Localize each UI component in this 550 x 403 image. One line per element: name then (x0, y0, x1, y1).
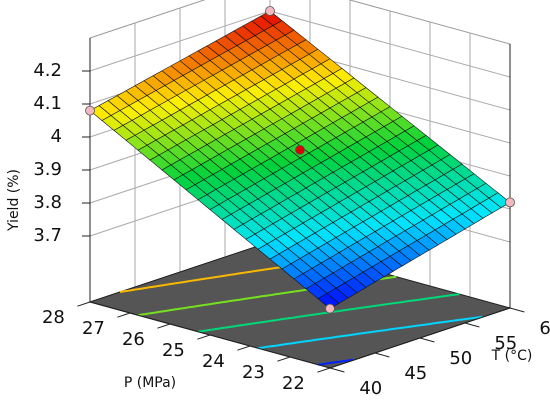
contour-line (257, 315, 483, 350)
contour-line (317, 358, 354, 366)
y-tick-label: 50 (449, 348, 472, 369)
y-tick-label: 40 (359, 378, 382, 399)
x-tick-label: 24 (202, 351, 225, 372)
x-axis-title: P (MPa) (124, 375, 176, 391)
tick-mark (509, 307, 525, 313)
design-point (325, 303, 335, 314)
z-axis-title: Yield (%) (6, 169, 22, 232)
tick-mark (77, 301, 91, 307)
tick-mark (317, 367, 331, 373)
tick-mark (157, 323, 171, 329)
x-tick-label: 28 (42, 307, 65, 328)
z-tick-label: 4.2 (33, 60, 62, 81)
tick-mark (464, 322, 480, 328)
design-point (85, 105, 95, 116)
tick-mark (419, 337, 435, 343)
x-tick-label: 22 (282, 373, 305, 394)
tick-mark (277, 356, 291, 362)
y-axis-title: T (°C) (491, 348, 533, 364)
axis-line (89, 38, 511, 369)
tick-mark (329, 367, 345, 373)
tick-mark (237, 345, 251, 351)
z-tick-label: 3.9 (33, 159, 62, 180)
surface-cell (317, 293, 340, 309)
x-tick-label: 26 (122, 329, 145, 350)
tick-mark (374, 352, 390, 358)
z-tick-label: 4 (51, 126, 62, 147)
y-tick-label: 55 (494, 333, 517, 354)
tick-mark (197, 334, 211, 340)
design-point (295, 144, 305, 155)
x-tick-label: 23 (242, 362, 265, 383)
x-tick-label: 27 (82, 318, 105, 339)
z-tick-label: 4.1 (33, 93, 62, 114)
tick-mark (117, 312, 131, 318)
y-tick-label: 60 (539, 318, 550, 339)
y-tick-label: 45 (404, 363, 427, 384)
design-point (505, 197, 515, 208)
x-tick-label: 25 (162, 340, 185, 361)
surface (89, 10, 511, 309)
z-tick-label: 3.8 (33, 192, 62, 213)
z-tick-label: 3.7 (33, 225, 62, 246)
design-point (265, 6, 275, 16)
